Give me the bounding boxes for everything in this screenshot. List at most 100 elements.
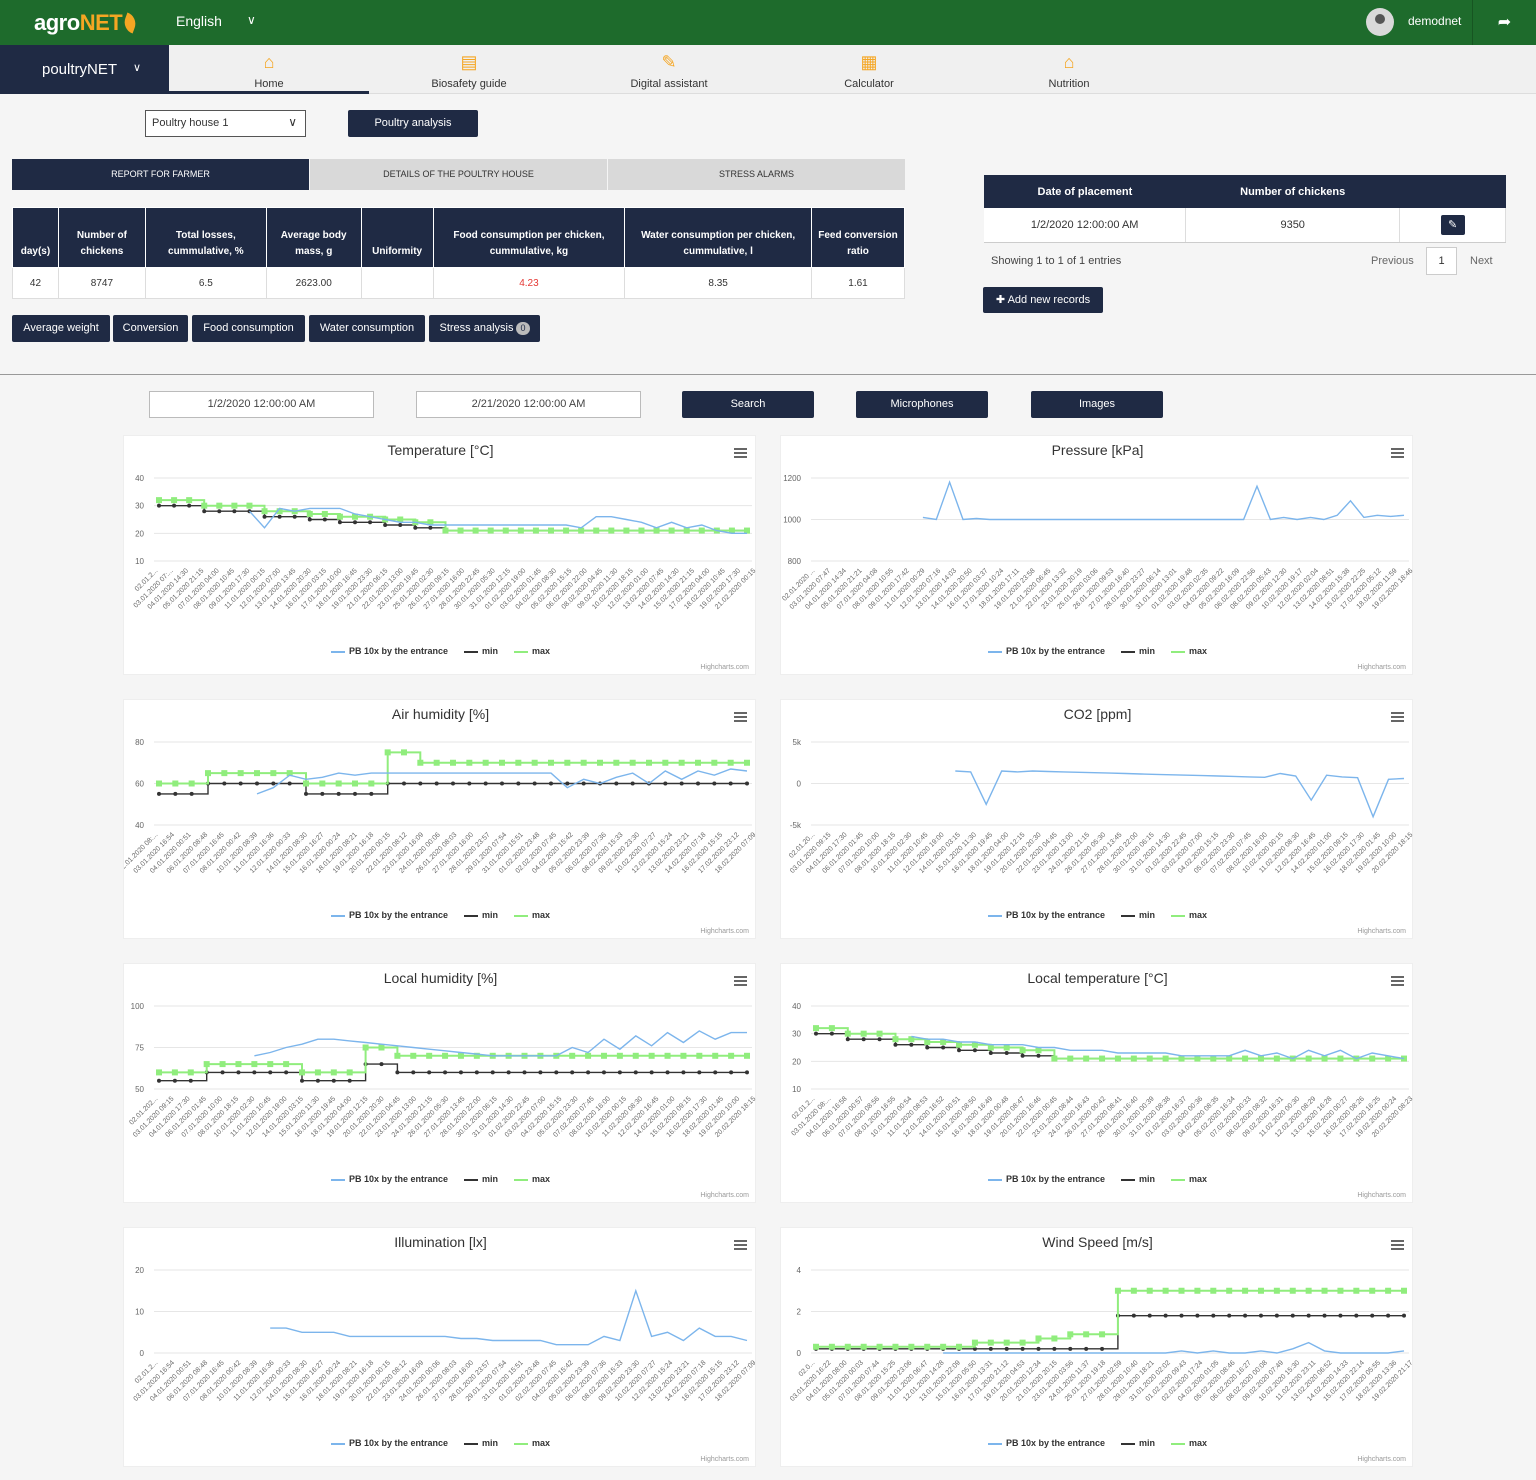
data-point xyxy=(893,1042,898,1047)
stress-analysis-button[interactable]: Stress analysis 0 xyxy=(429,315,540,342)
legend-item-s2[interactable]: min xyxy=(1121,1438,1155,1448)
water-consumption-button[interactable]: Water consumption xyxy=(309,315,425,342)
legend-swatch xyxy=(464,914,478,917)
chevron-down-icon[interactable]: ∨ xyxy=(247,13,256,27)
pagination-next[interactable]: Next xyxy=(1470,255,1493,267)
legend-item-s2[interactable]: min xyxy=(464,646,498,656)
search-button[interactable]: Search xyxy=(682,391,814,418)
col-number-of-chickens: Number of chickens xyxy=(57,207,146,268)
legend-item-s3[interactable]: max xyxy=(1171,910,1207,920)
legend-item-s2[interactable]: min xyxy=(464,910,498,920)
highcharts-credits[interactable]: Highcharts.com xyxy=(700,1192,749,1199)
user-name[interactable]: demodnet xyxy=(1408,14,1462,28)
chart-menu-icon[interactable] xyxy=(1391,448,1404,458)
legend-swatch xyxy=(1121,650,1135,653)
chart-menu-icon[interactable] xyxy=(734,712,747,722)
legend-item-s2[interactable]: min xyxy=(464,1438,498,1448)
pagination-page[interactable]: 1 xyxy=(1426,247,1457,275)
pagination-previous[interactable]: Previous xyxy=(1371,255,1414,267)
chart-menu-icon[interactable] xyxy=(734,976,747,986)
chart-menu-icon[interactable] xyxy=(734,448,747,458)
app-selector[interactable]: poultryNET ∨ xyxy=(0,45,169,94)
highcharts-credits[interactable]: Highcharts.com xyxy=(700,664,749,671)
y-tick-label: 50 xyxy=(135,1085,144,1094)
poultry-house-select[interactable]: Poultry house 1 ∨ xyxy=(145,110,306,137)
legend-item-s3[interactable]: max xyxy=(1171,646,1207,656)
data-point xyxy=(597,759,603,766)
highcharts-credits[interactable]: Highcharts.com xyxy=(1357,664,1406,671)
legend-swatch xyxy=(464,1442,478,1445)
poultry-analysis-button[interactable]: Poultry analysis xyxy=(348,110,478,137)
data-point xyxy=(201,502,208,509)
logout-icon[interactable]: ➦ xyxy=(1472,0,1536,45)
tab-report-for-farmer[interactable]: REPORT FOR FARMER xyxy=(12,159,309,190)
data-point xyxy=(649,1070,654,1075)
series-line-min xyxy=(816,1033,1404,1060)
legend-item-s3[interactable]: max xyxy=(514,1438,550,1448)
y-tick-label: 80 xyxy=(135,738,144,747)
chart-menu-icon[interactable] xyxy=(1391,712,1404,722)
legend-item-s2[interactable]: min xyxy=(1121,1174,1155,1184)
agronet-logo[interactable]: agroNET xyxy=(34,10,139,36)
highcharts-credits[interactable]: Highcharts.com xyxy=(1357,1456,1406,1463)
legend-item-s1[interactable]: PB 10x by the entrance xyxy=(987,1438,1105,1448)
add-new-records-button[interactable]: ✚ Add new records xyxy=(983,287,1103,313)
images-button[interactable]: Images xyxy=(1031,391,1163,418)
highcharts-credits[interactable]: Highcharts.com xyxy=(700,1456,749,1463)
conversion-button[interactable]: Conversion xyxy=(113,315,188,342)
legend-item-s1[interactable]: PB 10x by the entrance xyxy=(987,646,1105,656)
average-weight-button[interactable]: Average weight xyxy=(12,315,110,342)
legend-item-s3[interactable]: max xyxy=(1171,1174,1207,1184)
data-point xyxy=(1003,1044,1010,1051)
data-point xyxy=(352,513,358,520)
chart-legend: PB 10x by the entrance min max xyxy=(781,1174,1414,1184)
legend-item-s3[interactable]: max xyxy=(514,1174,550,1184)
microphones-button[interactable]: Microphones xyxy=(856,391,988,418)
data-point xyxy=(1067,1331,1074,1338)
tab-stress-alarms[interactable]: STRESS ALARMS xyxy=(608,159,905,190)
legend-item-s1[interactable]: PB 10x by the entrance xyxy=(987,910,1105,920)
tab-calculator[interactable]: ▦ Calculator xyxy=(844,52,894,90)
tab-digital-assistant[interactable]: ✎ Digital assistant xyxy=(630,52,708,90)
legend-item-s2[interactable]: min xyxy=(1121,646,1155,656)
data-point xyxy=(713,1070,718,1075)
data-point xyxy=(971,1339,978,1346)
legend-item-s1[interactable]: PB 10x by the entrance xyxy=(987,1174,1105,1184)
data-point xyxy=(679,781,684,786)
data-point xyxy=(664,1052,671,1059)
legend-item-s3[interactable]: max xyxy=(514,646,550,656)
chart-menu-icon[interactable] xyxy=(1391,976,1404,986)
chart-menu-icon[interactable] xyxy=(1391,1240,1404,1250)
date-from-input[interactable]: 1/2/2020 12:00:00 AM xyxy=(149,391,374,418)
data-point xyxy=(712,1052,719,1059)
food-consumption-button[interactable]: Food consumption xyxy=(192,315,305,342)
legend-item-s3[interactable]: max xyxy=(1171,1438,1207,1448)
data-point xyxy=(1321,1055,1328,1062)
tab-home[interactable]: ⌂ Home xyxy=(169,45,369,94)
y-tick-label: 0 xyxy=(140,1349,145,1358)
edit-icon[interactable]: ✎ xyxy=(1440,214,1465,235)
data-point xyxy=(1036,1346,1041,1351)
language-select[interactable]: English xyxy=(176,13,222,29)
user-avatar-icon[interactable] xyxy=(1366,8,1394,36)
highcharts-credits[interactable]: Highcharts.com xyxy=(1357,1192,1406,1199)
highcharts-credits[interactable]: Highcharts.com xyxy=(1357,928,1406,935)
y-tick-label: 0 xyxy=(797,780,802,789)
date-to-input[interactable]: 2/21/2020 12:00:00 AM xyxy=(416,391,641,418)
data-point xyxy=(321,510,328,517)
tab-details-poultry-house[interactable]: DETAILS OF THE POULTRY HOUSE xyxy=(310,159,607,190)
tab-biosafety-guide[interactable]: ▤ Biosafety guide xyxy=(431,52,507,90)
legend-item-s3[interactable]: max xyxy=(514,910,550,920)
legend-item-s1[interactable]: PB 10x by the entrance xyxy=(330,1438,448,1448)
legend-item-s2[interactable]: min xyxy=(464,1174,498,1184)
legend-item-s1[interactable]: PB 10x by the entrance xyxy=(330,646,448,656)
tab-nutrition[interactable]: ⌂ Nutrition xyxy=(1048,52,1090,90)
data-point xyxy=(1178,1055,1185,1062)
data-point xyxy=(1226,1287,1233,1294)
legend-item-s2[interactable]: min xyxy=(1121,910,1155,920)
highcharts-credits[interactable]: Highcharts.com xyxy=(700,928,749,935)
legend-item-s1[interactable]: PB 10x by the entrance xyxy=(330,910,448,920)
data-point xyxy=(1322,1313,1327,1318)
chart-menu-icon[interactable] xyxy=(734,1240,747,1250)
legend-item-s1[interactable]: PB 10x by the entrance xyxy=(330,1174,448,1184)
